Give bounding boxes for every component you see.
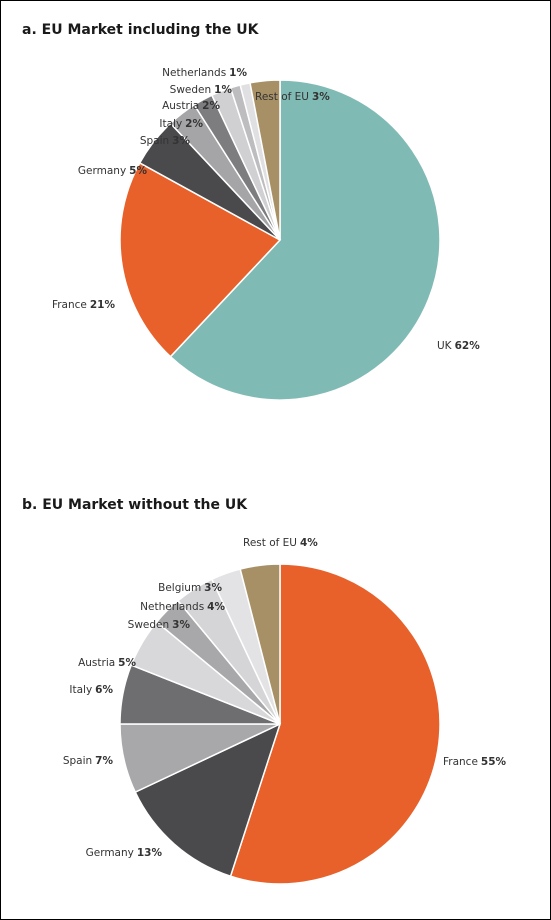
slice-category: Spain bbox=[63, 755, 92, 767]
slice-value: 5% bbox=[129, 165, 147, 177]
slice-label: UK 62% bbox=[437, 340, 480, 352]
slice-category: Rest of EU bbox=[255, 91, 309, 103]
slice-value: 3% bbox=[312, 91, 330, 103]
slice-category: France bbox=[52, 299, 87, 311]
slice-label: Italy 2% bbox=[159, 118, 203, 130]
pie-slice bbox=[169, 79, 441, 401]
slice-category: Sweden bbox=[128, 619, 170, 631]
slice-value: 1% bbox=[229, 67, 247, 79]
slice-label: Rest of EU 3% bbox=[255, 91, 330, 103]
slice-value: 2% bbox=[185, 118, 203, 130]
slice-category: Rest of EU bbox=[243, 537, 297, 549]
slice-category: Italy bbox=[159, 118, 182, 130]
slice-category: Germany bbox=[78, 165, 126, 177]
pie-slice bbox=[239, 563, 281, 725]
slice-category: Spain bbox=[140, 135, 169, 147]
slice-label: France 21% bbox=[52, 299, 116, 311]
slice-category: Italy bbox=[69, 684, 92, 696]
slice-value: 13% bbox=[137, 847, 163, 859]
slice-category: Netherlands bbox=[162, 67, 226, 79]
slice-category: France bbox=[443, 756, 478, 768]
slice-value: 3% bbox=[204, 582, 222, 594]
slice-value: 5% bbox=[118, 657, 136, 669]
pie-slice bbox=[119, 161, 282, 358]
slice-label: Netherlands 1% bbox=[162, 67, 247, 79]
slice-category: UK bbox=[437, 340, 453, 352]
slice-value: 7% bbox=[95, 755, 113, 767]
slice-label: Germany 5% bbox=[78, 165, 148, 177]
slice-value: 2% bbox=[202, 100, 220, 112]
slice-label: Sweden 1% bbox=[170, 84, 233, 96]
slice-label: Belgium 3% bbox=[158, 582, 222, 594]
slice-label: Austria 2% bbox=[162, 100, 220, 112]
slice-value: 62% bbox=[455, 340, 481, 352]
slice-label: Austria 5% bbox=[78, 657, 136, 669]
slice-category: Austria bbox=[162, 100, 199, 112]
slice-value: 21% bbox=[90, 299, 116, 311]
slice-category: Belgium bbox=[158, 582, 201, 594]
slice-value: 3% bbox=[172, 619, 190, 631]
slice-label: Spain 7% bbox=[63, 755, 114, 767]
slice-category: Netherlands bbox=[140, 601, 204, 613]
slice-value: 3% bbox=[172, 135, 190, 147]
slice-value: 4% bbox=[207, 601, 225, 613]
chart-title: b. EU Market without the UK bbox=[22, 497, 248, 513]
slice-category: Germany bbox=[86, 847, 134, 859]
slice-category: Sweden bbox=[170, 84, 212, 96]
slice-value: 1% bbox=[214, 84, 232, 96]
slice-category: Austria bbox=[78, 657, 115, 669]
slice-label: Spain 3% bbox=[140, 135, 191, 147]
slice-label: Rest of EU 4% bbox=[243, 537, 318, 549]
pie-slice bbox=[134, 722, 282, 878]
slice-label: Italy 6% bbox=[69, 684, 113, 696]
slice-value: 4% bbox=[300, 537, 318, 549]
slice-label: Sweden 3% bbox=[128, 619, 191, 631]
slice-value: 55% bbox=[481, 756, 507, 768]
slice-label: France 55% bbox=[443, 756, 507, 768]
slice-label: Netherlands 4% bbox=[140, 601, 225, 613]
pie-slice bbox=[229, 563, 441, 885]
slice-label: Germany 13% bbox=[86, 847, 163, 859]
slice-value: 6% bbox=[95, 684, 113, 696]
chart-title: a. EU Market including the UK bbox=[22, 22, 260, 38]
pie-slice bbox=[249, 79, 281, 241]
